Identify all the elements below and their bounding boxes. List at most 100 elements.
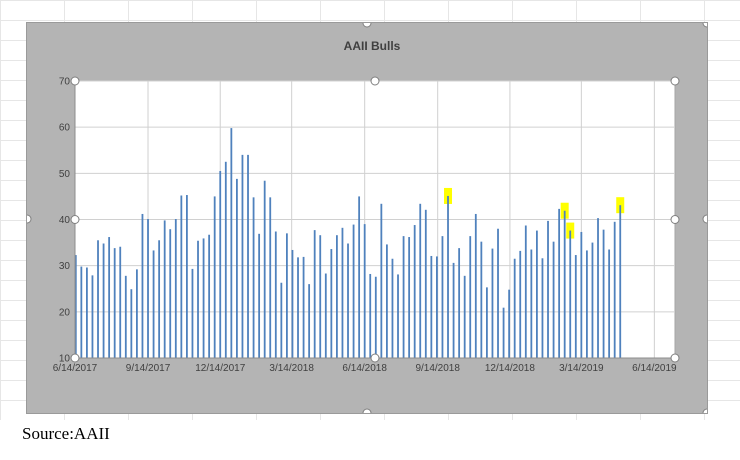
bar bbox=[408, 237, 411, 358]
chart-svg: 10 20 30 40 50 60 70 6/14/2017 9/14/2017 12/14/20… bbox=[27, 23, 707, 413]
bar bbox=[558, 208, 561, 358]
bar bbox=[269, 197, 272, 358]
bar bbox=[319, 235, 322, 358]
chart-resize-handle[interactable] bbox=[27, 214, 32, 224]
bar bbox=[291, 249, 294, 358]
bars-group bbox=[74, 128, 625, 358]
bar bbox=[347, 243, 349, 358]
selection-handles[interactable] bbox=[27, 23, 707, 413]
chart-title: AAII Bulls bbox=[344, 39, 401, 53]
chart-resize-handle[interactable] bbox=[362, 408, 372, 413]
chart-resize-handle[interactable] bbox=[702, 214, 707, 224]
bar bbox=[447, 195, 449, 358]
bar bbox=[152, 250, 155, 358]
plot-resize-handle[interactable] bbox=[670, 353, 680, 363]
bar bbox=[274, 231, 277, 358]
x-tick-label: 12/14/2018 bbox=[485, 363, 535, 374]
y-tick-label: 50 bbox=[59, 169, 71, 180]
bar bbox=[330, 249, 333, 358]
bar bbox=[236, 178, 238, 358]
bar bbox=[458, 248, 461, 358]
bar bbox=[163, 220, 166, 358]
bar bbox=[536, 230, 538, 358]
bar bbox=[386, 244, 388, 358]
plot-resize-handle[interactable] bbox=[670, 215, 680, 224]
bar bbox=[308, 284, 311, 358]
bar bbox=[586, 250, 588, 358]
bar bbox=[302, 256, 305, 358]
bar bbox=[430, 255, 433, 358]
y-tick-label: 60 bbox=[59, 123, 71, 134]
bar bbox=[547, 220, 549, 358]
bar bbox=[369, 273, 372, 358]
bar bbox=[519, 250, 522, 358]
bar bbox=[508, 289, 511, 358]
bar bbox=[580, 231, 583, 358]
y-tick-label: 20 bbox=[59, 307, 71, 318]
bar bbox=[608, 249, 611, 358]
bar bbox=[213, 196, 216, 358]
bar bbox=[441, 236, 444, 358]
chart-resize-handle[interactable] bbox=[362, 23, 372, 28]
x-tick-label: 6/14/2019 bbox=[632, 363, 677, 374]
plot-resize-handle[interactable] bbox=[370, 76, 380, 86]
bar bbox=[130, 289, 133, 358]
bar bbox=[469, 236, 472, 358]
bar bbox=[424, 209, 427, 358]
bar bbox=[491, 248, 494, 358]
bar bbox=[180, 195, 183, 358]
bar bbox=[297, 257, 299, 358]
bar bbox=[247, 154, 249, 358]
bar bbox=[102, 243, 105, 358]
bar bbox=[363, 224, 366, 358]
bar bbox=[169, 229, 172, 358]
bar bbox=[530, 249, 533, 358]
bar bbox=[174, 219, 177, 358]
bar bbox=[436, 256, 438, 358]
bar bbox=[358, 196, 361, 358]
y-tick-label: 30 bbox=[59, 261, 71, 272]
bar bbox=[574, 255, 577, 358]
bar bbox=[352, 224, 355, 358]
bar bbox=[374, 276, 377, 358]
plot-resize-handle[interactable] bbox=[70, 353, 80, 363]
bar bbox=[197, 240, 199, 358]
bar bbox=[380, 203, 383, 358]
x-tick-label: 12/14/2017 bbox=[195, 363, 245, 374]
bar bbox=[147, 219, 149, 358]
bar bbox=[202, 238, 205, 358]
plot-resize-handle[interactable] bbox=[370, 353, 380, 363]
bar bbox=[463, 275, 466, 358]
bar bbox=[191, 268, 194, 358]
plot-resize-handle[interactable] bbox=[670, 76, 680, 86]
bar bbox=[474, 213, 477, 358]
chart-resize-handle[interactable] bbox=[702, 23, 707, 28]
y-tick-label: 10 bbox=[59, 354, 71, 365]
bar bbox=[80, 266, 83, 358]
bar bbox=[419, 203, 422, 358]
plot-resize-handle[interactable] bbox=[70, 76, 80, 86]
bar bbox=[341, 227, 344, 358]
bar bbox=[619, 205, 622, 358]
bar bbox=[124, 275, 127, 358]
chart-area[interactable]: 10 20 30 40 50 60 70 6/14/2017 9/14/2017 12/14/20… bbox=[26, 22, 708, 414]
x-tick-label: 3/14/2018 bbox=[269, 363, 314, 374]
chart-resize-handle[interactable] bbox=[702, 408, 707, 413]
bar bbox=[602, 229, 605, 358]
bar bbox=[513, 258, 516, 358]
bar bbox=[524, 225, 527, 358]
bar bbox=[613, 221, 616, 358]
x-tick-label: 6/14/2018 bbox=[342, 363, 387, 374]
bar bbox=[258, 233, 261, 358]
bar bbox=[280, 282, 283, 358]
bar bbox=[313, 230, 316, 358]
bar bbox=[136, 269, 138, 358]
bar bbox=[486, 287, 488, 358]
plot-resize-handle[interactable] bbox=[70, 215, 80, 224]
bar bbox=[286, 233, 288, 358]
bar bbox=[219, 171, 222, 358]
bar bbox=[241, 154, 244, 358]
x-tick-label: 6/14/2017 bbox=[53, 363, 98, 374]
bar bbox=[252, 197, 255, 358]
bar bbox=[108, 237, 111, 358]
